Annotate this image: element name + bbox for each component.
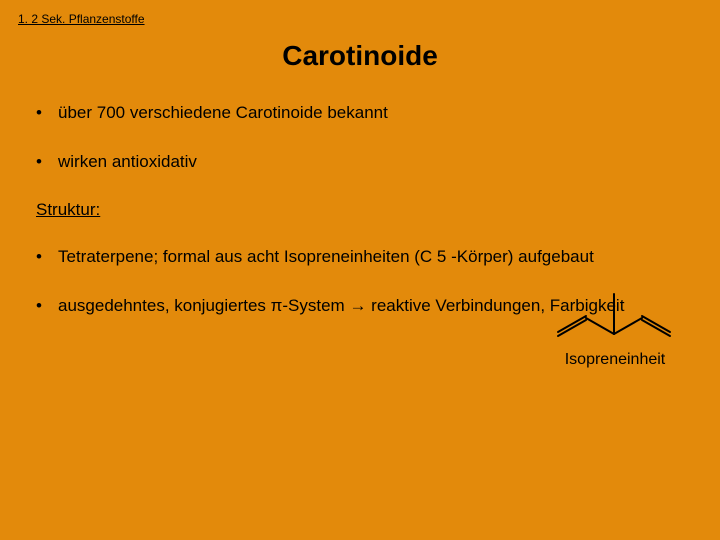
struktur-heading: Struktur: (36, 200, 702, 220)
top-bullets: über 700 verschiedene Carotinoide bekann… (36, 102, 702, 174)
bullet-item: Tetraterpene; formal aus acht Isoprenein… (36, 246, 702, 269)
bullet-item: über 700 verschiedene Carotinoide bekann… (36, 102, 702, 125)
breadcrumb: 1. 2 Sek. Pflanzenstoffe (18, 12, 702, 26)
slide-title: Carotinoide (18, 40, 702, 72)
isoprene-label: Isopreneinheit (540, 351, 690, 369)
slide: 1. 2 Sek. Pflanzenstoffe Carotinoide übe… (0, 0, 720, 540)
bullet-item: wirken antioxidativ (36, 151, 702, 174)
isoprene-icon (550, 286, 680, 342)
isoprene-structure: Isopreneinheit (540, 286, 690, 369)
